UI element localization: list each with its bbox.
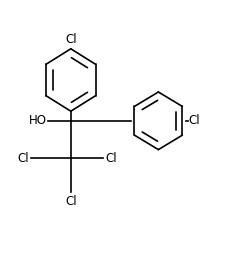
Text: Cl: Cl bbox=[106, 152, 117, 165]
Text: Cl: Cl bbox=[17, 152, 29, 165]
Text: Cl: Cl bbox=[65, 195, 77, 208]
Text: HO: HO bbox=[29, 114, 47, 127]
Text: Cl: Cl bbox=[188, 114, 200, 127]
Text: Cl: Cl bbox=[65, 33, 77, 46]
